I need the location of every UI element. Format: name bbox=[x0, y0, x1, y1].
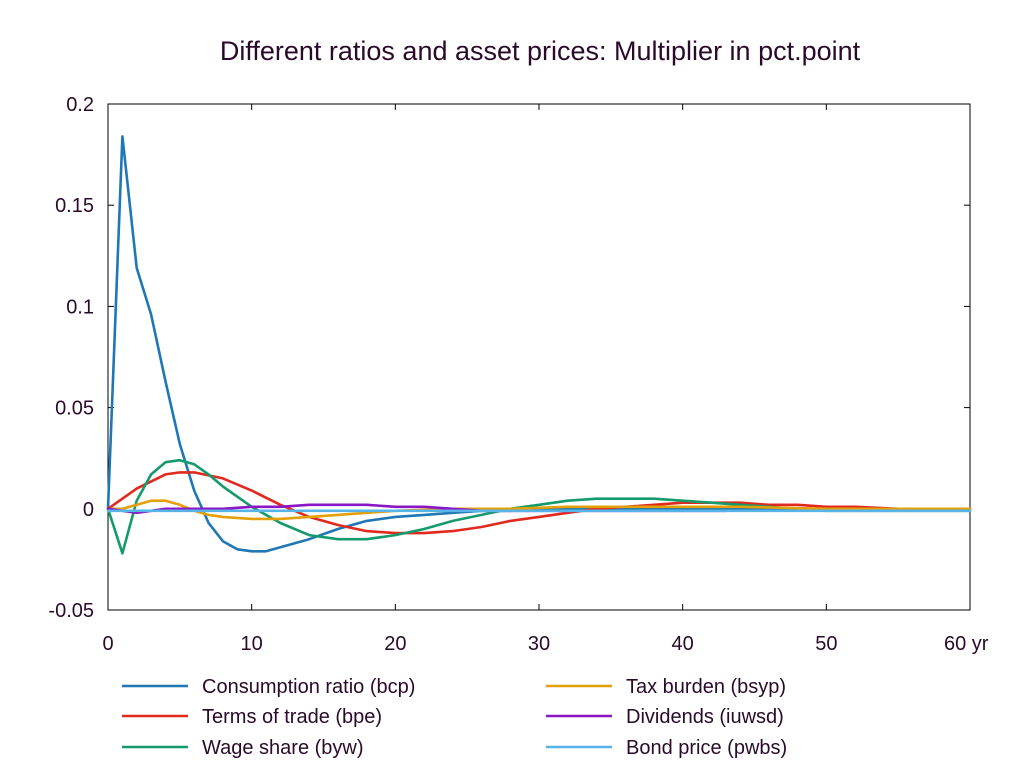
legend-label: Consumption ratio (bcp) bbox=[202, 676, 415, 698]
y-tick-label: 0.1 bbox=[66, 296, 94, 318]
x-tick-label: 20 bbox=[384, 633, 406, 655]
plot-frame bbox=[107, 103, 971, 611]
y-tick-label: 0.15 bbox=[55, 195, 94, 217]
x-tick-label: 60 yr bbox=[944, 633, 989, 655]
legend-label: Terms of trade (bpe) bbox=[202, 706, 382, 728]
chart-title: Different ratios and asset prices: Multi… bbox=[220, 36, 861, 66]
legend-label: Bond price (pwbs) bbox=[626, 737, 787, 759]
plot-axes: -0.05 0 0.05 0.1 0.15 0.2 0 10 20 30 40 50 60 yr bbox=[48, 94, 988, 655]
x-tick-label: 30 bbox=[528, 633, 550, 655]
legend-label: Wage share (byw) bbox=[202, 737, 364, 759]
series-line bbox=[106, 471, 972, 535]
series-line bbox=[106, 135, 972, 553]
legend-label: Dividends (iuwsd) bbox=[626, 706, 784, 728]
legend-label: Tax burden (bsyp) bbox=[626, 676, 786, 698]
x-tick-label: 40 bbox=[672, 633, 694, 655]
x-tick-label: 0 bbox=[102, 633, 113, 655]
y-tick-label: 0 bbox=[83, 499, 94, 521]
plot-lines bbox=[106, 135, 972, 555]
y-tick-label: 0.2 bbox=[66, 94, 94, 116]
x-tick-label: 10 bbox=[241, 633, 263, 655]
y-tick-label: -0.05 bbox=[48, 600, 94, 622]
y-tick-label: 0.05 bbox=[55, 398, 94, 420]
series-line bbox=[106, 499, 972, 521]
x-tick-label: 50 bbox=[815, 633, 837, 655]
legend: Consumption ratio (bcp) Terms of trade (b… bbox=[122, 676, 787, 759]
